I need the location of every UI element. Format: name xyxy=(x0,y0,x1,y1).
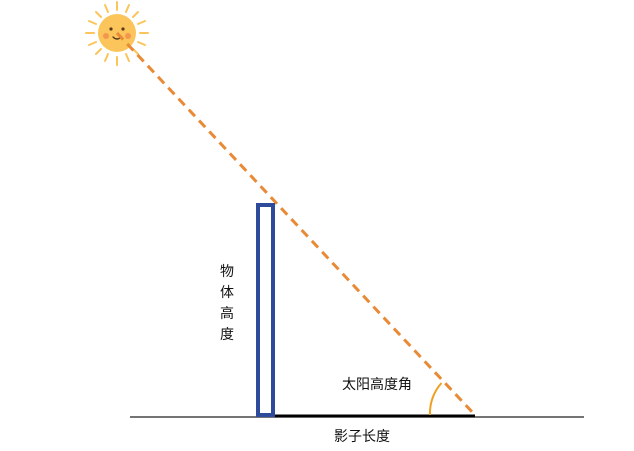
object-height-label: 物 体 高 度 xyxy=(220,264,234,343)
object-pole xyxy=(256,203,275,417)
sun-cheek-left xyxy=(103,33,109,39)
object-height-char-1: 物 xyxy=(220,264,234,280)
sun-altitude-angle-label: 太阳高度角 xyxy=(342,376,412,393)
sun-cheek-right xyxy=(125,33,131,39)
sun-light-ray xyxy=(115,31,477,417)
object-height-char-4: 度 xyxy=(220,327,234,343)
sun-eye-right xyxy=(121,27,125,31)
sun-disc xyxy=(98,14,136,52)
object-height-char-2: 体 xyxy=(220,285,234,301)
sun-eye-left xyxy=(109,27,113,31)
object-height-char-3: 高 xyxy=(220,305,234,322)
sun-altitude-angle-arc xyxy=(428,382,443,416)
shadow-length-label: 影子长度 xyxy=(334,429,390,445)
